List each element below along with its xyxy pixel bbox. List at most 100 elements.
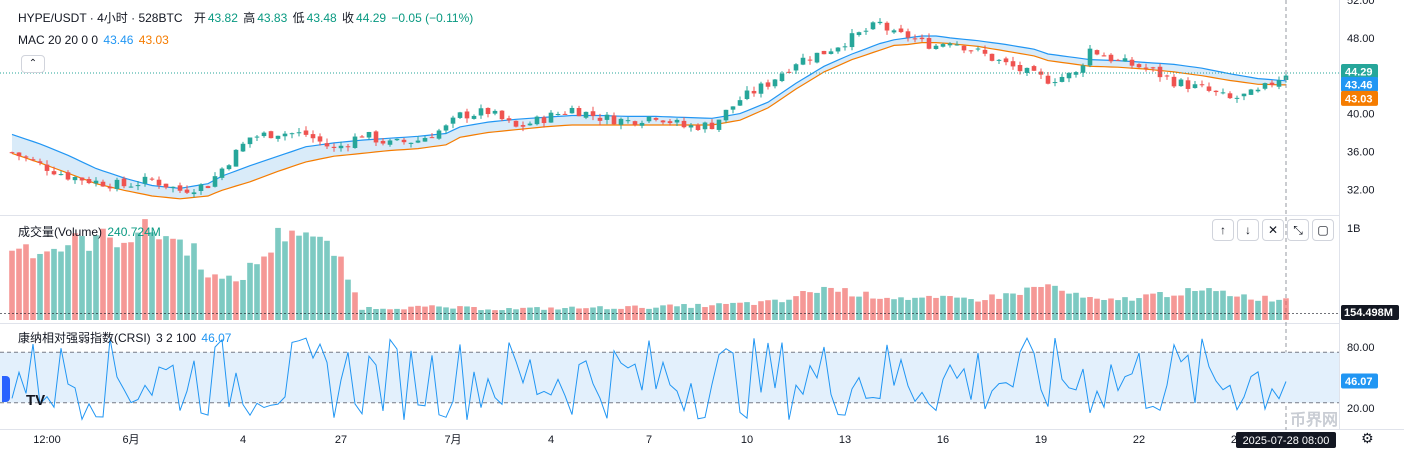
low-value: 43.48 bbox=[306, 11, 337, 25]
volume-bar bbox=[877, 298, 883, 320]
volume-bar bbox=[1269, 301, 1275, 320]
candle-body bbox=[828, 51, 834, 54]
volume-bar bbox=[891, 299, 897, 320]
volume-bar bbox=[1136, 298, 1142, 320]
candle-body bbox=[541, 117, 547, 124]
candle-body bbox=[142, 176, 148, 184]
volume-bar bbox=[408, 306, 414, 320]
candle-body bbox=[1227, 93, 1233, 99]
volume-bar bbox=[282, 241, 288, 320]
candle-body bbox=[65, 172, 71, 180]
candle-body bbox=[1220, 92, 1226, 94]
candle-body bbox=[751, 90, 757, 94]
candle-body bbox=[177, 185, 183, 191]
candle-body bbox=[1052, 82, 1058, 84]
volume-bar bbox=[296, 235, 302, 320]
volume-bar bbox=[982, 300, 988, 320]
candle-body bbox=[1010, 61, 1016, 67]
volume-bar bbox=[1157, 292, 1163, 320]
candle-body bbox=[639, 122, 645, 126]
candle-body bbox=[590, 111, 596, 116]
candle-body bbox=[1192, 84, 1198, 89]
candle-body bbox=[709, 122, 715, 130]
volume-bar bbox=[1024, 287, 1030, 320]
volume-bar bbox=[1122, 297, 1128, 320]
mac-legend: MAC 20 20 0 0 43.46 43.03 bbox=[18, 33, 171, 47]
crsi-params: 3 2 100 bbox=[156, 331, 197, 345]
volume-bar bbox=[849, 296, 855, 320]
volume-bar bbox=[429, 305, 435, 320]
price-tick-label: 36.00 bbox=[1347, 146, 1375, 158]
candle-body bbox=[163, 183, 169, 188]
volume-bar bbox=[730, 302, 736, 320]
volume-bar bbox=[681, 304, 687, 320]
candle-body bbox=[485, 107, 491, 115]
candle-body bbox=[625, 120, 631, 122]
volume-bar bbox=[961, 297, 967, 320]
maximize-pane-button[interactable]: ⤡ bbox=[1287, 219, 1309, 241]
candle-body bbox=[1199, 84, 1205, 86]
candle-body bbox=[996, 59, 1002, 61]
side-panel-tab[interactable] bbox=[2, 376, 10, 402]
volume-bar bbox=[513, 309, 519, 320]
volume-bar bbox=[723, 303, 729, 320]
price-axis-label-bg bbox=[1341, 90, 1378, 106]
volume-bar bbox=[352, 292, 358, 320]
volume-bar bbox=[1087, 297, 1093, 320]
volume-bar bbox=[51, 248, 57, 320]
volume-bar bbox=[184, 255, 190, 320]
volume-bar bbox=[436, 306, 442, 320]
volume-bar bbox=[1073, 292, 1079, 320]
candle-body bbox=[779, 73, 785, 82]
price-axis-label: 43.03 bbox=[1345, 93, 1373, 105]
volume-bar bbox=[814, 292, 820, 320]
volume-bar bbox=[72, 233, 78, 320]
candle-body bbox=[240, 143, 246, 152]
volume-bar bbox=[695, 303, 701, 320]
candle-body bbox=[282, 133, 288, 137]
volume-bar bbox=[1192, 291, 1198, 320]
collapse-legend-button[interactable]: ⌃ bbox=[21, 55, 45, 73]
candle-body bbox=[1185, 80, 1191, 89]
move-pane-up-button[interactable]: ↑ bbox=[1212, 219, 1234, 241]
candle-body bbox=[877, 21, 883, 24]
crsi-line bbox=[11, 337, 1287, 421]
fullscreen-pane-button[interactable]: ▢ bbox=[1312, 219, 1334, 241]
candle-body bbox=[191, 192, 197, 195]
candle-body bbox=[933, 45, 939, 50]
volume-bar bbox=[744, 302, 750, 320]
candle-body bbox=[667, 121, 673, 124]
candle-body bbox=[58, 174, 64, 176]
volume-bar bbox=[821, 286, 827, 320]
mac-lower-line bbox=[11, 42, 1287, 200]
volume-bar bbox=[128, 242, 134, 320]
tradingview-logo[interactable]: TV bbox=[26, 392, 46, 409]
candle-body bbox=[1108, 54, 1114, 62]
candle-body bbox=[114, 179, 120, 190]
candle-body bbox=[947, 43, 953, 46]
volume-bar bbox=[758, 301, 764, 320]
crosshair-time-label-bg bbox=[1236, 432, 1336, 448]
candle-body bbox=[275, 135, 281, 139]
volume-bar bbox=[1178, 295, 1184, 320]
move-pane-down-button[interactable]: ↓ bbox=[1237, 219, 1259, 241]
candle-body bbox=[786, 71, 792, 73]
candle-body bbox=[324, 143, 330, 147]
candle-body bbox=[870, 22, 876, 30]
delete-pane-button[interactable]: ✕ bbox=[1262, 219, 1284, 241]
candle-body bbox=[226, 165, 232, 170]
volume-bar bbox=[331, 255, 337, 320]
candle-body bbox=[716, 119, 722, 130]
volume-bar bbox=[142, 219, 148, 320]
candle-body bbox=[296, 132, 302, 134]
candle-body bbox=[394, 138, 400, 141]
candle-body bbox=[212, 176, 218, 187]
volume-bar bbox=[191, 243, 197, 320]
volume-bar bbox=[30, 258, 36, 320]
volume-bar bbox=[1150, 293, 1156, 320]
candle-body bbox=[422, 138, 428, 142]
volume-value: 240.724M bbox=[107, 225, 161, 239]
gear-icon[interactable]: ⚙ bbox=[1361, 430, 1374, 446]
candle-body bbox=[303, 130, 309, 135]
